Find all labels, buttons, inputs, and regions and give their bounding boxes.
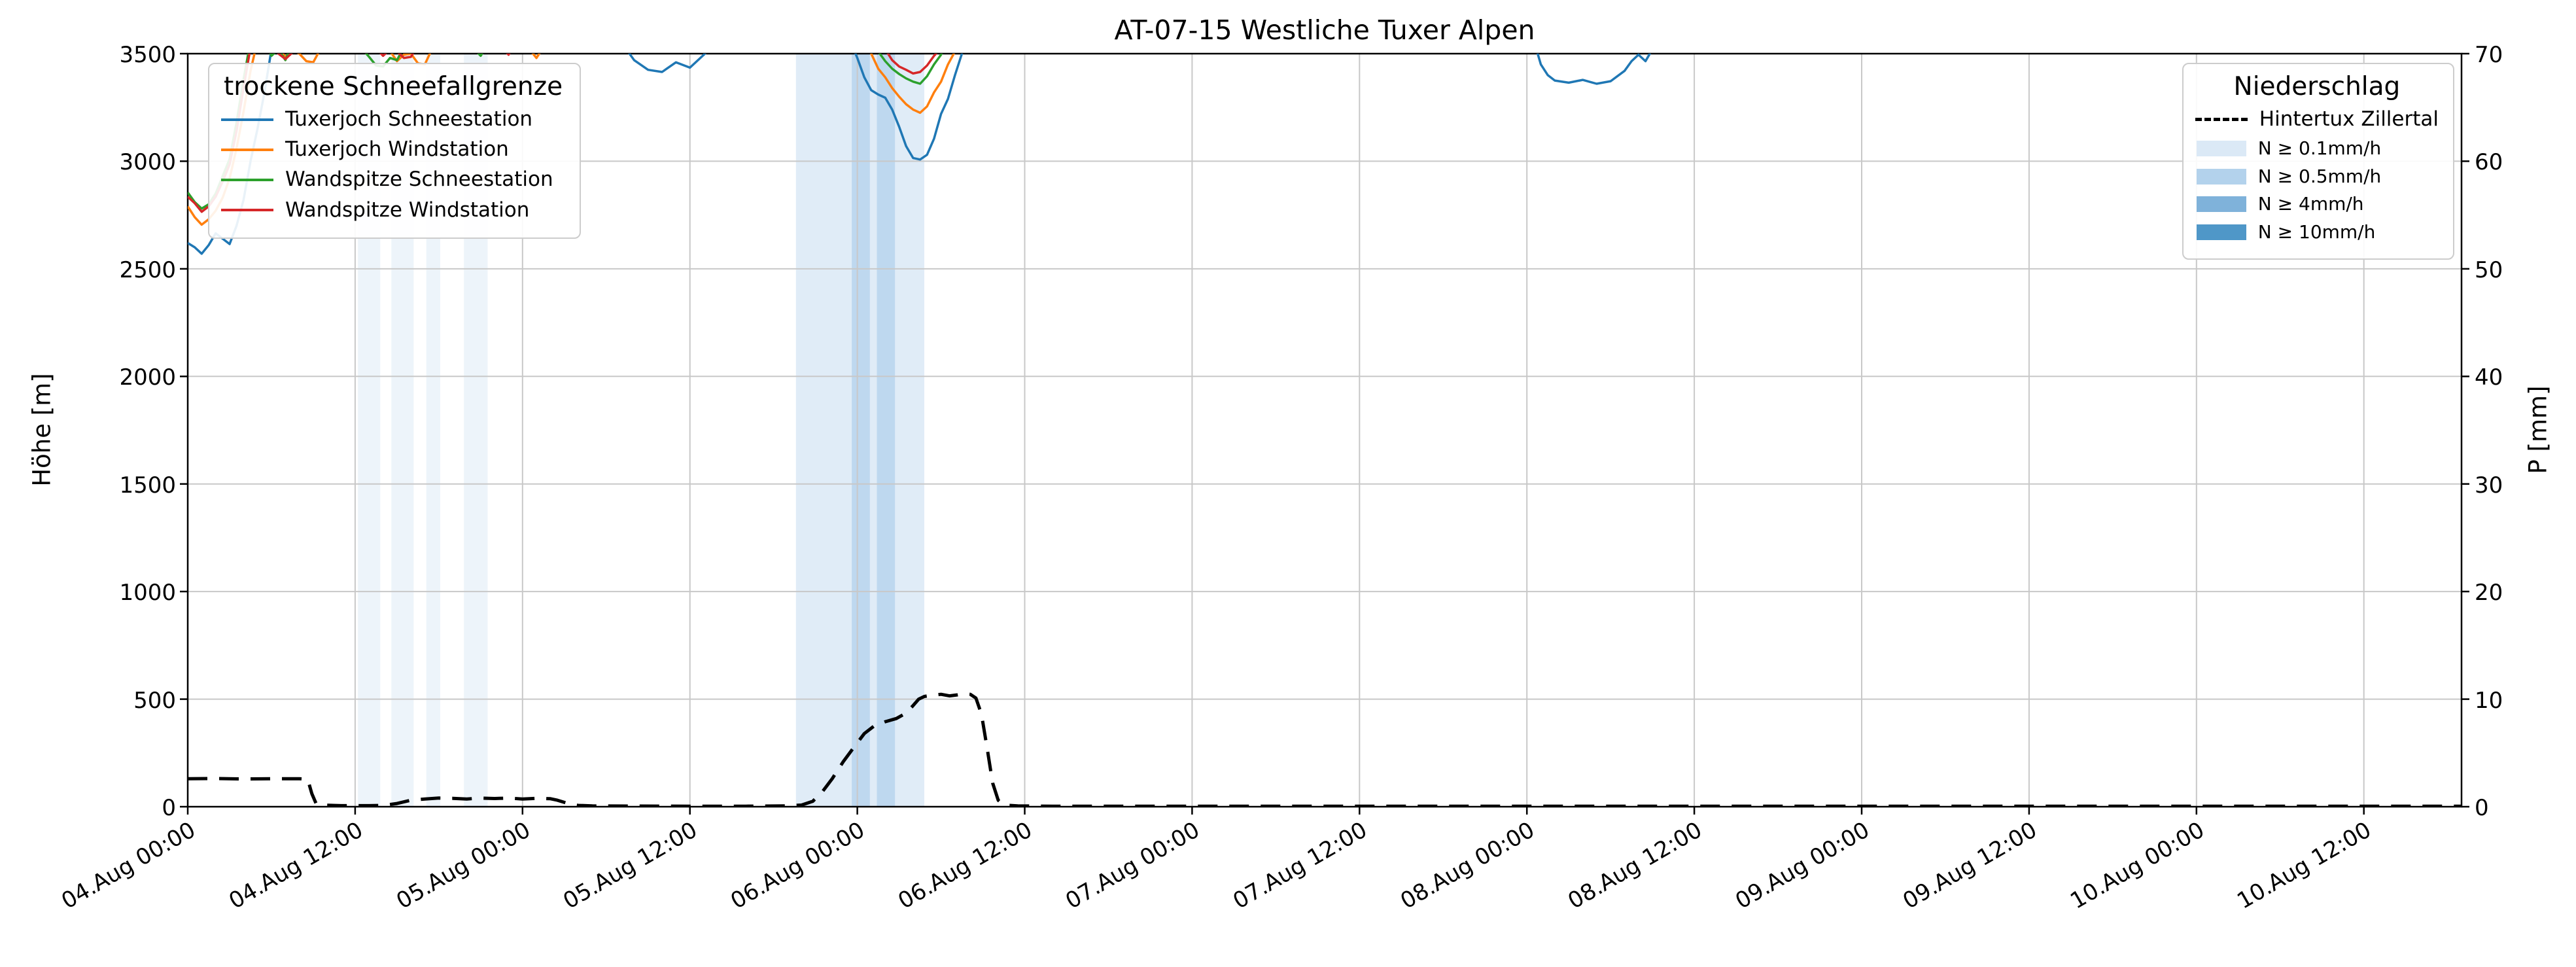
y-tick-label-left: 3500 [119, 42, 176, 68]
y-tick-label-right: 20 [2475, 580, 2503, 607]
precip-level-swatch [2196, 224, 2246, 240]
legend-item: Tuxerjoch Schneestation [221, 107, 565, 132]
precip-band [426, 54, 440, 807]
legend-item: Tuxerjoch Windstation [221, 137, 565, 162]
y-tick-label-right: 70 [2475, 42, 2503, 68]
legend-item: Hintertux Zillertal [2195, 107, 2439, 132]
precip-level-swatch [2196, 140, 2246, 156]
legend-precip: Niederschlag Hintertux Zillertal N ≥ 0.1… [2182, 63, 2454, 260]
line-sample-green [221, 178, 273, 181]
legend-item: N ≥ 10mm/h [2195, 221, 2439, 243]
y-tick-label-left: 1500 [119, 472, 176, 499]
y-tick-label-left: 0 [162, 795, 176, 821]
y-tick-label-right: 60 [2475, 149, 2503, 176]
legend-snowline: trockene Schneefallgrenze Tuxerjoch Schn… [208, 63, 582, 239]
y-tick-label-left: 2000 [119, 364, 176, 391]
y-tick-label-right: 10 [2475, 687, 2503, 714]
legend-item: N ≥ 4mm/h [2195, 193, 2439, 215]
legend-label: N ≥ 4mm/h [2257, 193, 2364, 215]
legend-precip-title: Niederschlag [2233, 72, 2401, 101]
y-tick-label-left: 2500 [119, 256, 176, 283]
legend-item: N ≥ 0.5mm/h [2195, 166, 2439, 188]
legend-label: Hintertux Zillertal [2259, 107, 2439, 131]
dashed-line-sample [2195, 118, 2248, 122]
legend-item: N ≥ 0.1mm/h [2195, 137, 2439, 160]
precip-level-swatch [2196, 196, 2246, 213]
y-tick-label-left: 3000 [119, 149, 176, 176]
line-sample-red [221, 209, 273, 212]
legend-label: Tuxerjoch Windstation [285, 137, 509, 162]
y-axis-label-right: P [mm] [2524, 385, 2552, 474]
precip-band [877, 54, 896, 807]
legend-label: N ≥ 10mm/h [2257, 220, 2376, 243]
y-tick-label-right: 40 [2475, 364, 2503, 391]
y-tick-label-right: 30 [2475, 472, 2503, 499]
legend-label: Tuxerjoch Schneestation [285, 107, 533, 131]
legend-item: Wandspitze Schneestation [221, 167, 565, 192]
precip-level-swatch [2196, 168, 2246, 185]
legend-snowline-title: trockene Schneefallgrenze [224, 72, 563, 101]
legend-label: N ≥ 0.1mm/h [2257, 137, 2382, 160]
precip-band [852, 54, 870, 807]
line-sample-blue [221, 118, 273, 121]
y-tick-label-right: 50 [2475, 256, 2503, 283]
y-tick-label-left: 500 [133, 687, 176, 714]
y-tick-label-right: 0 [2475, 795, 2489, 821]
legend-label: Wandspitze Windstation [285, 198, 530, 222]
line-sample-orange [221, 148, 273, 151]
series-hintertux-zillertal [188, 692, 2462, 807]
legend-label: N ≥ 0.5mm/h [2257, 165, 2382, 187]
chart-title: AT-07-15 Westliche Tuxer Alpen [1114, 14, 1535, 46]
legend-label: Wandspitze Schneestation [285, 167, 553, 192]
y-axis-label-left: Höhe [m] [27, 373, 56, 487]
axis-ticks [180, 52, 2469, 815]
y-tick-label-left: 1000 [119, 580, 176, 607]
legend-item: Wandspitze Windstation [221, 198, 565, 222]
